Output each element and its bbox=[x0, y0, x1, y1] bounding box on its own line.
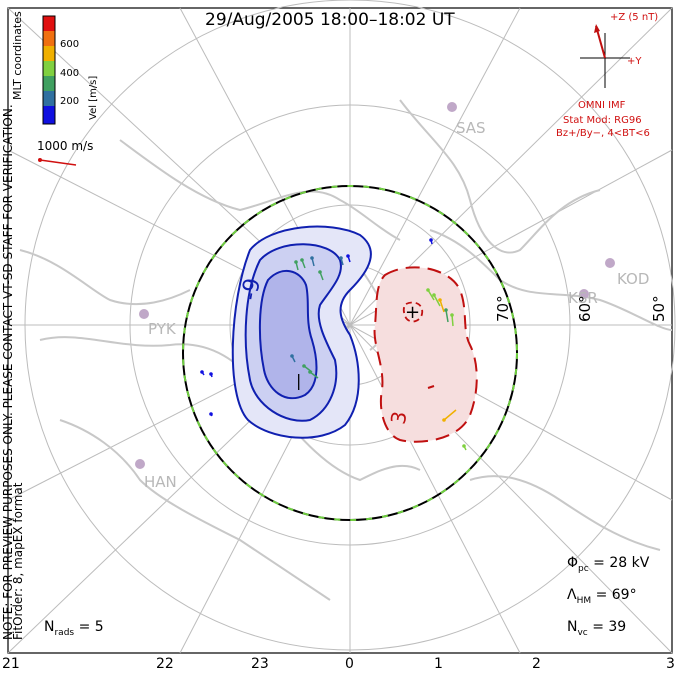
stat-phi-sub: pc bbox=[578, 563, 589, 574]
stat-lambda-hm: ΛHM = 69° bbox=[567, 588, 637, 606]
stat-nrads-symbol: N bbox=[44, 619, 55, 635]
mlt-label-22: 22 bbox=[156, 656, 174, 672]
stat-phi-symbol: Φ bbox=[567, 555, 579, 571]
station-label-sas: SAS bbox=[456, 119, 486, 137]
colorbar-label: Vel [m/s] bbox=[88, 76, 99, 120]
stat-lambda-value: = 69° bbox=[595, 587, 637, 603]
stat-nrads: Nrads = 5 bbox=[44, 620, 104, 638]
mlt-label-3: 3 bbox=[666, 656, 675, 672]
colorbar-tick-200: 200 bbox=[60, 96, 79, 107]
lat-label-70: 70° bbox=[494, 295, 512, 322]
mlt-label-1: 1 bbox=[434, 656, 443, 672]
stat-nrads-value: = 5 bbox=[78, 619, 104, 635]
mlt-label-21: 21 bbox=[2, 656, 20, 672]
mlt-label-0: 0 bbox=[345, 656, 354, 672]
imf-clock bbox=[580, 24, 630, 88]
hm-boundary-dash bbox=[182, 185, 518, 521]
stat-nvc: Nvc = 39 bbox=[567, 620, 626, 638]
negative-potential-cell: -9 | bbox=[231, 225, 372, 439]
positive-potential-cell: + 3 bbox=[373, 266, 478, 443]
mlt-label-23: 23 bbox=[251, 656, 269, 672]
station-label-pyk: PYK bbox=[148, 320, 177, 338]
velocity-colorbar bbox=[42, 15, 56, 125]
coords-label: MLT coordinates bbox=[11, 11, 24, 100]
station-label-han: HAN bbox=[144, 473, 177, 491]
min-marker: | bbox=[296, 371, 301, 390]
colorbar-tick-400: 400 bbox=[60, 68, 79, 79]
station-label-kod: KOD bbox=[617, 270, 649, 288]
stat-nvc-value: = 39 bbox=[592, 619, 627, 635]
contour-label-positive: 3 bbox=[386, 409, 412, 426]
map-title: 29/Aug/2005 18:00–18:02 UT bbox=[205, 10, 455, 30]
imf-z-label: +Z (5 nT) bbox=[610, 12, 658, 23]
stat-phi-pc: Φpc = 28 kV bbox=[567, 556, 649, 574]
station-label-ksr: KSR bbox=[568, 289, 598, 307]
model-line-2: Bz+/By−, 4<BT<6 bbox=[556, 128, 650, 139]
lat-label-60: 60° bbox=[576, 295, 594, 322]
contour-label-negative: -9 bbox=[237, 276, 265, 302]
stat-lambda-symbol: Λ bbox=[567, 587, 577, 603]
fit-order-info: FitOrder: 8, mapEX format bbox=[11, 482, 25, 640]
imf-source: OMNI IMF bbox=[578, 100, 626, 111]
lat-label-50: 50° bbox=[650, 295, 668, 322]
vector-scale-label: 1000 m/s bbox=[37, 139, 93, 153]
stat-nvc-symbol: N bbox=[567, 619, 578, 635]
imf-y-label: +Y bbox=[627, 56, 642, 67]
vector-scale-bar bbox=[39, 159, 77, 166]
model-line-1: Stat Mod: RG96 bbox=[563, 115, 642, 126]
stat-nrads-sub: rads bbox=[54, 627, 75, 638]
station-markers bbox=[135, 102, 615, 469]
stat-nvc-sub: vc bbox=[577, 627, 588, 638]
stat-phi-value: = 28 kV bbox=[593, 555, 650, 571]
mlt-label-2: 2 bbox=[532, 656, 541, 672]
max-marker: + bbox=[405, 302, 420, 323]
colorbar-tick-600: 600 bbox=[60, 39, 79, 50]
stat-lambda-sub: HM bbox=[576, 595, 592, 606]
velocity-vectors bbox=[200, 238, 467, 451]
